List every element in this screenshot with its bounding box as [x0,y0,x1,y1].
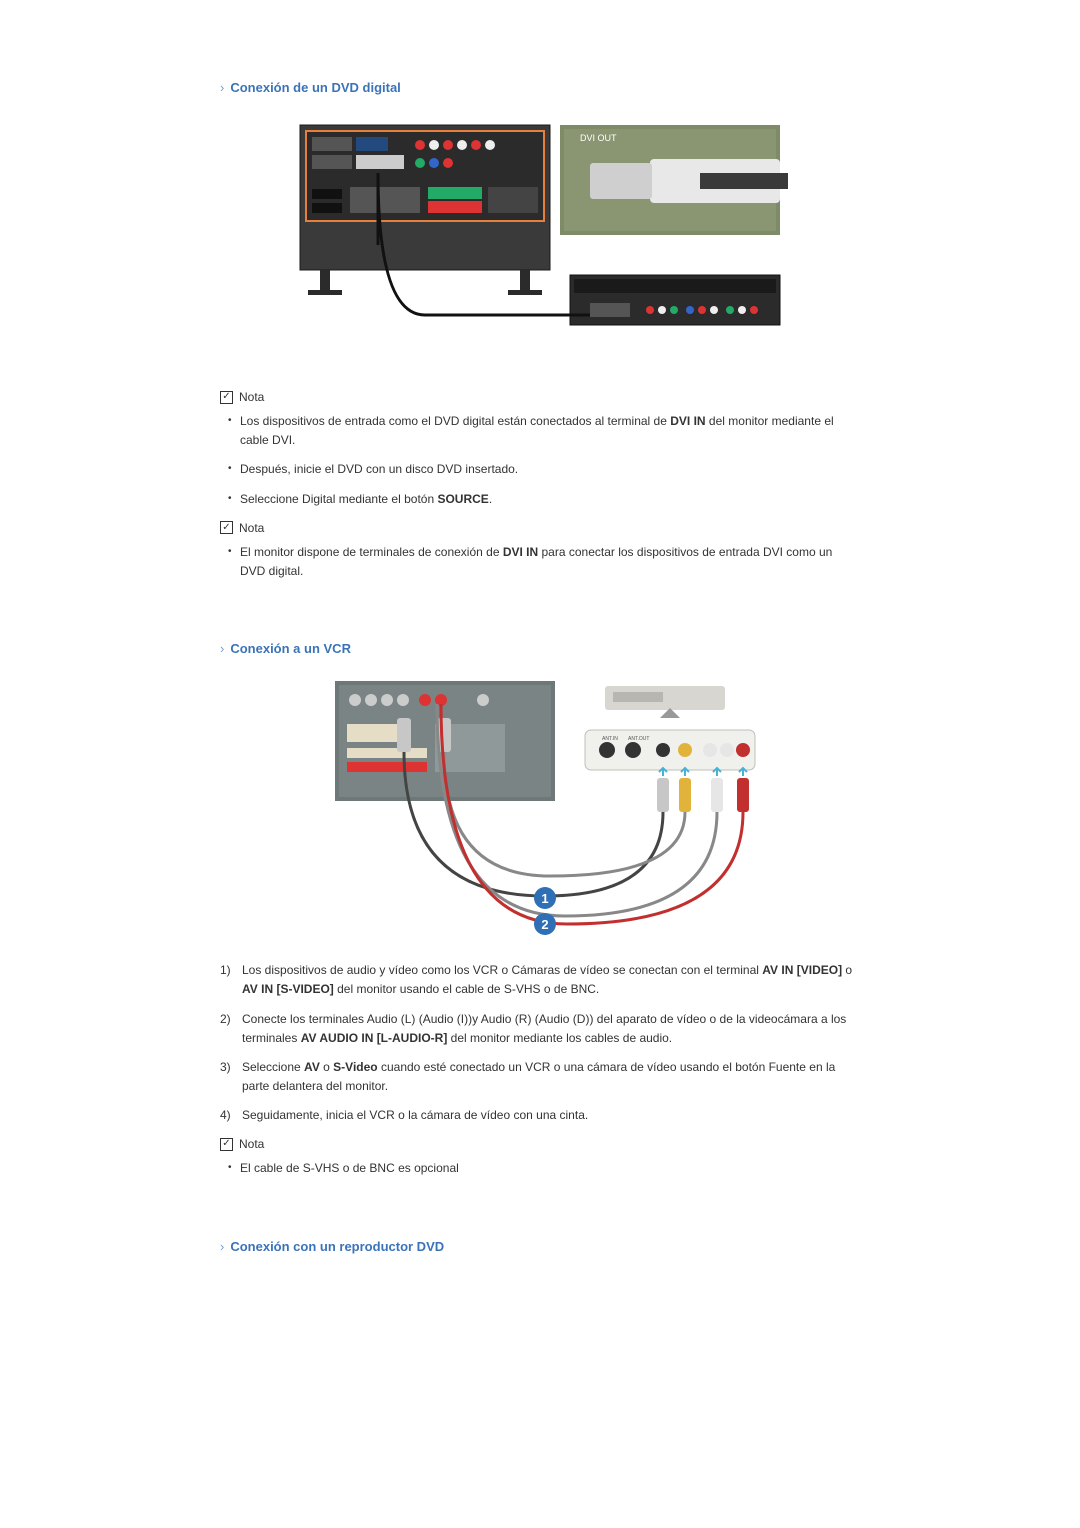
numbered-text: Seguidamente, inicia el VCR o la cámara … [242,1106,860,1125]
bullets-dvd-1: Los dispositivos de entrada como el DVD … [220,412,860,509]
numbered-text: Seleccione AV o S-Video cuando esté cone… [242,1058,860,1096]
checkbox-icon: ✓ [220,391,233,404]
bullets-dvd-2: El monitor dispone de terminales de cone… [220,543,860,581]
svg-text:ANT.OUT: ANT.OUT [628,736,649,742]
section-heading-dvd-player: Conexión con un reproductor DVD [220,1239,860,1254]
note-label: Nota [239,390,264,404]
svg-text:ANT.IN: ANT.IN [602,736,618,742]
bullets-vcr-note: El cable de S-VHS o de BNC es opcional [220,1159,860,1178]
numbered-text: Los dispositivos de audio y vídeo como l… [242,961,860,999]
numbered-item: 3) Seleccione AV o S-Video cuando esté c… [220,1058,860,1096]
numbered-num: 3) [220,1058,242,1096]
diagram-vcr: 1 2 ANT.IN ANT.OUT [285,676,795,936]
note-row: ✓ Nota [220,521,860,535]
note-label: Nota [239,521,264,535]
numbered-vcr: 1) Los dispositivos de audio y vídeo com… [220,961,860,1125]
list-item: Los dispositivos de entrada como el DVD … [228,412,860,450]
numbered-text: Conecte los terminales Audio (L) (Audio … [242,1010,860,1048]
numbered-num: 2) [220,1010,242,1048]
list-item: El cable de S-VHS o de BNC es opcional [228,1159,860,1178]
numbered-num: 4) [220,1106,242,1125]
checkbox-icon: ✓ [220,521,233,534]
list-item: El monitor dispone de terminales de cone… [228,543,860,581]
numbered-num: 1) [220,961,242,999]
section-heading-vcr: Conexión a un VCR [220,641,860,656]
numbered-item: 4) Seguidamente, inicia el VCR o la cáma… [220,1106,860,1125]
list-item: Seleccione Digital mediante el botón SOU… [228,490,860,509]
note-row: ✓ Nota [220,390,860,404]
svg-text:2: 2 [541,917,548,932]
numbered-item: 2) Conecte los terminales Audio (L) (Aud… [220,1010,860,1048]
diagram-dvd-digital: DVI OUT [290,115,790,365]
svg-text:DVI OUT: DVI OUT [580,133,617,143]
list-item: Después, inicie el DVD con un disco DVD … [228,460,860,479]
numbered-item: 1) Los dispositivos de audio y vídeo com… [220,961,860,999]
svg-text:1: 1 [541,891,548,906]
note-label: Nota [239,1137,264,1151]
note-row: ✓ Nota [220,1137,860,1151]
checkbox-icon: ✓ [220,1138,233,1151]
section-heading-dvd-digital: Conexión de un DVD digital [220,80,860,95]
